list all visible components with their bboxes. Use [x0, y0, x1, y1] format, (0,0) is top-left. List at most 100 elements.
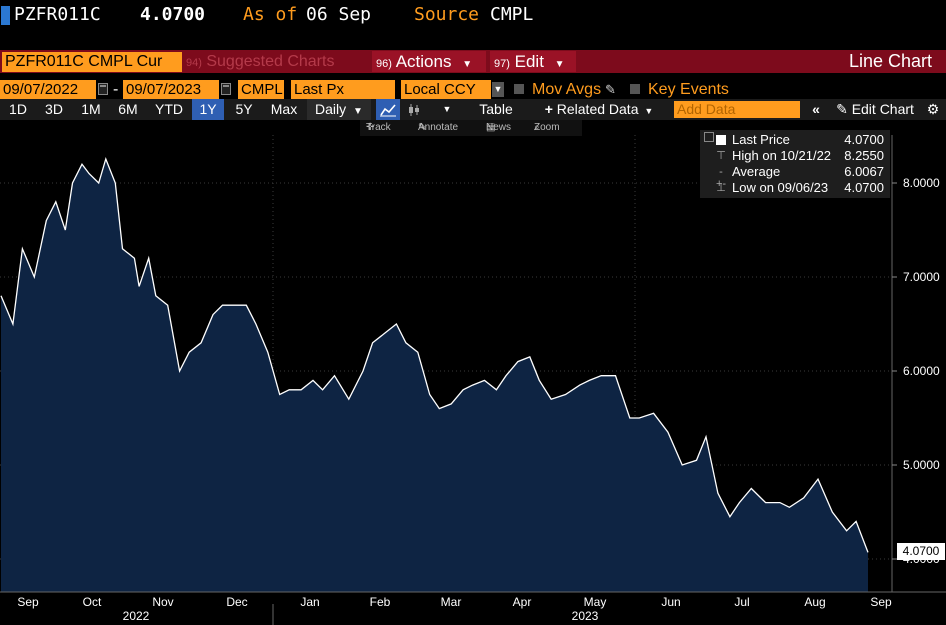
- line-chart-icon[interactable]: [376, 99, 400, 120]
- range-3d-button[interactable]: 3D: [45, 101, 63, 117]
- menu-bar: PZFR011C CMPL Cur 94) Suggested Charts 9…: [0, 50, 946, 73]
- related-data-button[interactable]: + Related Data ▼: [536, 99, 662, 120]
- range-5y-button[interactable]: 5Y: [235, 101, 253, 117]
- chevron-down-icon[interactable]: ▼: [442, 104, 452, 114]
- edit-label: Edit: [514, 52, 544, 71]
- header-source-value: CMPL: [490, 4, 534, 25]
- chevron-down-icon: ▼: [554, 59, 565, 70]
- chart-type-label[interactable]: Line Chart: [848, 51, 932, 71]
- related-data-label: Related Data: [556, 101, 639, 117]
- plus-icon: +: [544, 101, 553, 117]
- x-tick-label: Feb: [370, 595, 391, 609]
- range-6m-button[interactable]: 6M: [118, 101, 138, 117]
- legend-low-value: 4.0700: [844, 180, 884, 195]
- mov-avgs-label[interactable]: Mov Avgs: [532, 81, 602, 98]
- edit-chart-label: Edit Chart: [851, 101, 914, 117]
- year-label-2023: 2023: [572, 609, 599, 623]
- zoom-label: Zoom: [534, 122, 560, 133]
- crosshair-icon: ✛: [366, 122, 375, 133]
- y-tick-label: 7.0000: [903, 270, 940, 284]
- price-line: [0, 157, 869, 553]
- frequency-label: Daily: [315, 101, 347, 117]
- pencil-icon[interactable]: ✎: [605, 82, 616, 97]
- edit-chart-button[interactable]: ✎ Edit Chart: [830, 99, 920, 120]
- news-label: News: [486, 122, 512, 133]
- range-ytd-button[interactable]: YTD: [155, 101, 183, 117]
- parameters-row: 09/07/2022 - 09/07/2023 CMPL Last Px Loc…: [0, 80, 946, 100]
- collapse-chevrons-icon[interactable]: «: [812, 101, 820, 117]
- candlestick-icon[interactable]: [404, 99, 424, 120]
- legend-low-label: Low on 09/06/23: [732, 180, 829, 195]
- security-header: PZFR011C 4.0700 As of 06 Sep Source CMPL: [0, 0, 946, 30]
- edit-menu-button[interactable]: 97) Edit ▼: [490, 51, 576, 72]
- x-tick-label: Jul: [734, 595, 749, 609]
- key-events-label[interactable]: Key Events: [648, 81, 729, 98]
- range-1m-button[interactable]: 1M: [81, 101, 101, 117]
- start-date-input[interactable]: 09/07/2022: [0, 80, 96, 99]
- high-marker-icon: ⊤: [716, 150, 726, 162]
- legend-average-label: Average: [732, 164, 781, 179]
- source-input[interactable]: CMPL: [238, 80, 284, 99]
- legend-average-value: 6.0067: [844, 164, 884, 179]
- key-events-checkbox[interactable]: [630, 84, 640, 94]
- mov-avgs-checkbox[interactable]: [514, 84, 524, 94]
- table-button[interactable]: Table: [479, 101, 513, 117]
- chart-legend[interactable]: Last Price 4.0700 ⊤ High on 10/21/22 8.2…: [700, 130, 890, 198]
- suggested-charts-button[interactable]: 94) Suggested Charts: [186, 52, 368, 72]
- header-ticker: PZFR011C: [14, 4, 101, 25]
- currency-select[interactable]: Local CCY: [401, 80, 491, 99]
- field-input[interactable]: Last Px: [291, 80, 395, 99]
- x-tick-label: Jan: [300, 595, 319, 609]
- range-1y-button[interactable]: 1Y: [192, 99, 224, 120]
- x-tick-label: Nov: [152, 595, 173, 609]
- legend-collapse-icon[interactable]: [704, 132, 714, 142]
- pencil-icon: ✎: [836, 101, 848, 117]
- x-tick-label: Sep: [17, 595, 39, 609]
- y-tick-label: 8.0000: [903, 176, 940, 190]
- legend-low: ⊥ Low on 09/06/23 4.0700: [700, 180, 890, 196]
- chevron-down-icon[interactable]: ▼: [492, 82, 504, 97]
- price-area: [1, 159, 868, 592]
- chart-tools-row: ✛ Track ✎ Annotate ▤ News ⌕ Zoom: [360, 120, 582, 136]
- y-tick-label: 5.0000: [903, 458, 940, 472]
- security-input[interactable]: PZFR011C CMPL Cur: [2, 52, 182, 72]
- frequency-select[interactable]: Daily ▼: [307, 99, 371, 120]
- actions-num: 96): [376, 58, 392, 70]
- range-max-button[interactable]: Max: [270, 101, 298, 117]
- legend-high-label: High on 10/21/22: [732, 148, 832, 163]
- year-label-2022: 2022: [123, 609, 150, 623]
- x-tick-label: May: [584, 595, 607, 609]
- header-source-label: Source: [414, 4, 480, 25]
- add-data-input[interactable]: Add Data: [674, 101, 800, 118]
- magnifier-icon: ⌕: [534, 122, 540, 133]
- chevron-down-icon: ▼: [644, 106, 654, 116]
- suggested-charts-label: Suggested Charts: [206, 53, 335, 70]
- legend-high-value: 8.2550: [844, 148, 884, 163]
- chevron-down-icon: ▼: [353, 106, 363, 117]
- news-icon: ▤: [486, 122, 496, 133]
- legend-last-price-value: 4.0700: [844, 132, 884, 147]
- calendar-icon[interactable]: [98, 83, 108, 95]
- x-tick-label: Mar: [441, 595, 462, 609]
- low-marker-icon: ⊥: [716, 182, 726, 194]
- end-date-input[interactable]: 09/07/2023: [123, 80, 219, 99]
- average-marker-icon: -+-: [716, 166, 727, 190]
- calendar-icon[interactable]: [221, 83, 231, 95]
- x-tick-label: Jun: [661, 595, 680, 609]
- legend-average: -+- Average 6.0067: [700, 164, 890, 190]
- header-last-value: 4.0700: [140, 4, 206, 25]
- range-1d-button[interactable]: 1D: [9, 101, 27, 117]
- pencil-icon: ✎: [418, 122, 427, 133]
- track-label: Track: [366, 122, 391, 133]
- x-axis-ticks: Sep Oct Nov Dec Jan Feb Mar Apr May Jun Jul Aug Sep: [17, 595, 892, 609]
- x-tick-label: Dec: [226, 595, 247, 609]
- legend-last-price: Last Price 4.0700: [700, 132, 890, 148]
- actions-menu-button[interactable]: 96) Actions ▼: [372, 51, 486, 72]
- x-tick-label: Aug: [804, 595, 825, 609]
- gear-icon[interactable]: ⚙: [926, 101, 940, 117]
- edit-num: 97): [494, 58, 510, 70]
- header-as-of-label: As of: [243, 4, 298, 25]
- x-tick-label: Sep: [870, 595, 892, 609]
- x-tick-label: Apr: [513, 595, 532, 609]
